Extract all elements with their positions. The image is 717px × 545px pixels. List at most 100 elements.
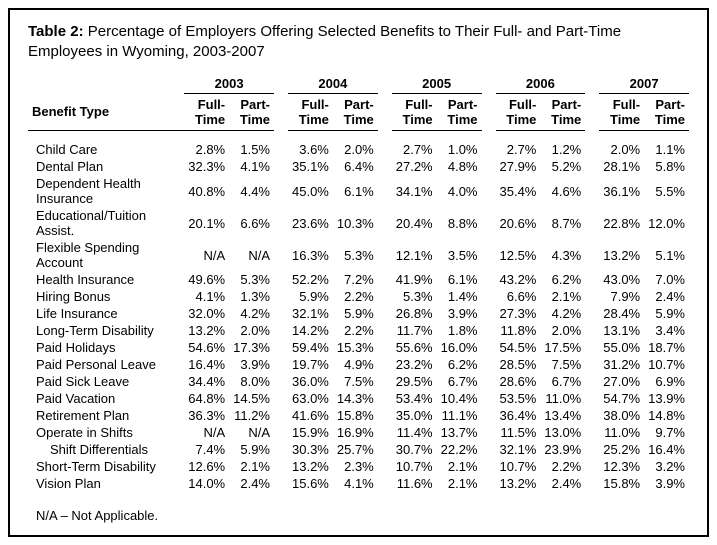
sub-header: Part-Time xyxy=(540,94,585,131)
benefit-label: Life Insurance xyxy=(28,305,184,322)
value-cell: 13.2% xyxy=(599,239,644,271)
value-cell: 45.0% xyxy=(288,175,333,207)
value-cell: 52.2% xyxy=(288,271,333,288)
value-cell: 17.3% xyxy=(229,339,274,356)
title-text: Percentage of Employers Offering Selecte… xyxy=(28,23,621,60)
value-cell: 36.3% xyxy=(184,407,229,424)
value-cell: 14.2% xyxy=(288,322,333,339)
value-cell: 2.0% xyxy=(333,141,378,158)
value-cell: 28.1% xyxy=(599,158,644,175)
value-cell: 13.4% xyxy=(540,407,585,424)
benefit-label: Operate in Shifts xyxy=(28,424,184,441)
value-cell: 6.9% xyxy=(644,373,689,390)
value-cell: 5.8% xyxy=(644,158,689,175)
footnote: N/A – Not Applicable. xyxy=(28,508,689,523)
value-cell: 9.7% xyxy=(644,424,689,441)
value-cell: 7.5% xyxy=(540,356,585,373)
value-cell: 10.4% xyxy=(437,390,482,407)
benefit-label: Long-Term Disability xyxy=(28,322,184,339)
value-cell: 59.4% xyxy=(288,339,333,356)
value-cell: 10.7% xyxy=(644,356,689,373)
value-cell: 15.9% xyxy=(288,424,333,441)
value-cell: 63.0% xyxy=(288,390,333,407)
value-cell: 5.9% xyxy=(229,441,274,458)
value-cell: 11.1% xyxy=(437,407,482,424)
value-cell: 22.8% xyxy=(599,207,644,239)
table-row: Shift Differentials7.4%5.9%30.3%25.7%30.… xyxy=(28,441,689,458)
value-cell: 11.0% xyxy=(540,390,585,407)
table-container: Table 2: Percentage of Employers Offerin… xyxy=(8,8,709,537)
value-cell: 5.2% xyxy=(540,158,585,175)
table-row: Paid Personal Leave16.4%3.9%19.7%4.9%23.… xyxy=(28,356,689,373)
value-cell: 11.4% xyxy=(392,424,437,441)
value-cell: 40.8% xyxy=(184,175,229,207)
value-cell: 54.7% xyxy=(599,390,644,407)
value-cell: 34.1% xyxy=(392,175,437,207)
value-cell: 5.1% xyxy=(644,239,689,271)
blank-header xyxy=(28,75,184,94)
benefit-label: Health Insurance xyxy=(28,271,184,288)
year-header: 2007 xyxy=(599,75,689,94)
value-cell: 2.0% xyxy=(599,141,644,158)
value-cell: 14.5% xyxy=(229,390,274,407)
value-cell: 6.7% xyxy=(540,373,585,390)
value-cell: 8.0% xyxy=(229,373,274,390)
value-cell: 3.9% xyxy=(437,305,482,322)
value-cell: 5.5% xyxy=(644,175,689,207)
value-cell: 6.1% xyxy=(437,271,482,288)
value-cell: 15.6% xyxy=(288,475,333,492)
benefit-label: Retirement Plan xyxy=(28,407,184,424)
value-cell: 5.9% xyxy=(644,305,689,322)
table-row: Dental Plan32.3%4.1%35.1%6.4%27.2%4.8%27… xyxy=(28,158,689,175)
value-cell: 55.0% xyxy=(599,339,644,356)
value-cell: 2.7% xyxy=(496,141,541,158)
value-cell: 16.3% xyxy=(288,239,333,271)
value-cell: 1.2% xyxy=(540,141,585,158)
value-cell: 6.2% xyxy=(437,356,482,373)
value-cell: 8.7% xyxy=(540,207,585,239)
benefit-label: Paid Holidays xyxy=(28,339,184,356)
value-cell: 14.3% xyxy=(333,390,378,407)
benefit-label: Paid Sick Leave xyxy=(28,373,184,390)
value-cell: 7.2% xyxy=(333,271,378,288)
value-cell: 18.7% xyxy=(644,339,689,356)
year-header-row: 2003 2004 2005 2006 2007 xyxy=(28,75,689,94)
value-cell: 1.3% xyxy=(229,288,274,305)
value-cell: 41.9% xyxy=(392,271,437,288)
value-cell: 26.8% xyxy=(392,305,437,322)
value-cell: 5.3% xyxy=(392,288,437,305)
value-cell: 4.3% xyxy=(540,239,585,271)
value-cell: 1.1% xyxy=(644,141,689,158)
value-cell: 11.0% xyxy=(599,424,644,441)
value-cell: 23.2% xyxy=(392,356,437,373)
value-cell: 6.1% xyxy=(333,175,378,207)
value-cell: 41.6% xyxy=(288,407,333,424)
value-cell: 36.1% xyxy=(599,175,644,207)
value-cell: 6.6% xyxy=(229,207,274,239)
sub-header: Full-Time xyxy=(288,94,333,131)
value-cell: 64.8% xyxy=(184,390,229,407)
benefit-label: Flexible Spending Account xyxy=(28,239,184,271)
value-cell: 14.0% xyxy=(184,475,229,492)
value-cell: 19.7% xyxy=(288,356,333,373)
value-cell: 22.2% xyxy=(437,441,482,458)
value-cell: 1.5% xyxy=(229,141,274,158)
value-cell: 4.1% xyxy=(229,158,274,175)
table-row: Paid Holidays54.6%17.3%59.4%15.3%55.6%16… xyxy=(28,339,689,356)
value-cell: 2.2% xyxy=(333,288,378,305)
value-cell: 4.0% xyxy=(437,175,482,207)
table-row: Long-Term Disability13.2%2.0%14.2%2.2%11… xyxy=(28,322,689,339)
value-cell: 2.1% xyxy=(437,475,482,492)
value-cell: 2.1% xyxy=(229,458,274,475)
value-cell: 34.4% xyxy=(184,373,229,390)
value-cell: 25.2% xyxy=(599,441,644,458)
value-cell: 15.8% xyxy=(599,475,644,492)
sub-header-row: Benefit Type Full-Time Part-Time Full-Ti… xyxy=(28,94,689,131)
value-cell: 32.3% xyxy=(184,158,229,175)
value-cell: 11.5% xyxy=(496,424,541,441)
year-header: 2006 xyxy=(496,75,586,94)
table-row: Vision Plan14.0%2.4%15.6%4.1%11.6%2.1%13… xyxy=(28,475,689,492)
value-cell: 5.3% xyxy=(229,271,274,288)
value-cell: 2.1% xyxy=(437,458,482,475)
value-cell: 5.9% xyxy=(333,305,378,322)
